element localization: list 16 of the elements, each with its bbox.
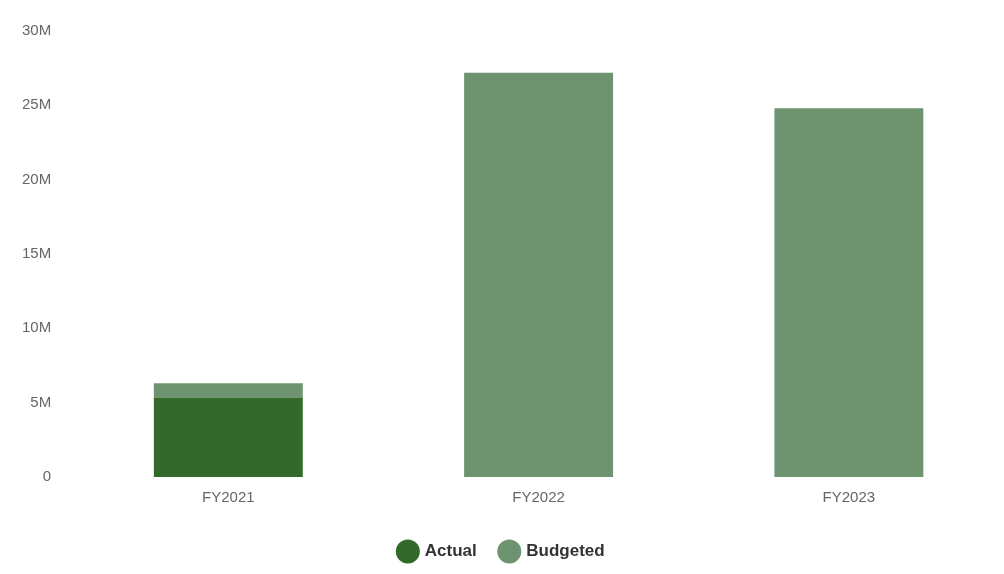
y-tick-label: 10M xyxy=(21,318,52,336)
y-tick-label: 20M xyxy=(21,169,52,187)
x-tick-label: FY2021 xyxy=(202,488,255,506)
bar xyxy=(464,72,614,477)
y-tick-label: 25M xyxy=(21,95,52,113)
bar xyxy=(153,383,303,398)
x-tick-label: FY2022 xyxy=(512,488,565,506)
y-tick-label: 5M xyxy=(30,392,52,410)
x-tick-label: FY2023 xyxy=(822,488,876,506)
y-tick-label: 0 xyxy=(42,467,52,485)
legend-label: Actual xyxy=(424,541,477,561)
bar xyxy=(153,397,303,477)
bar xyxy=(774,108,924,477)
y-tick-label: 15M xyxy=(21,244,52,262)
y-tick-label: 30M xyxy=(21,21,52,39)
legend-label: Budgeted xyxy=(526,541,605,561)
